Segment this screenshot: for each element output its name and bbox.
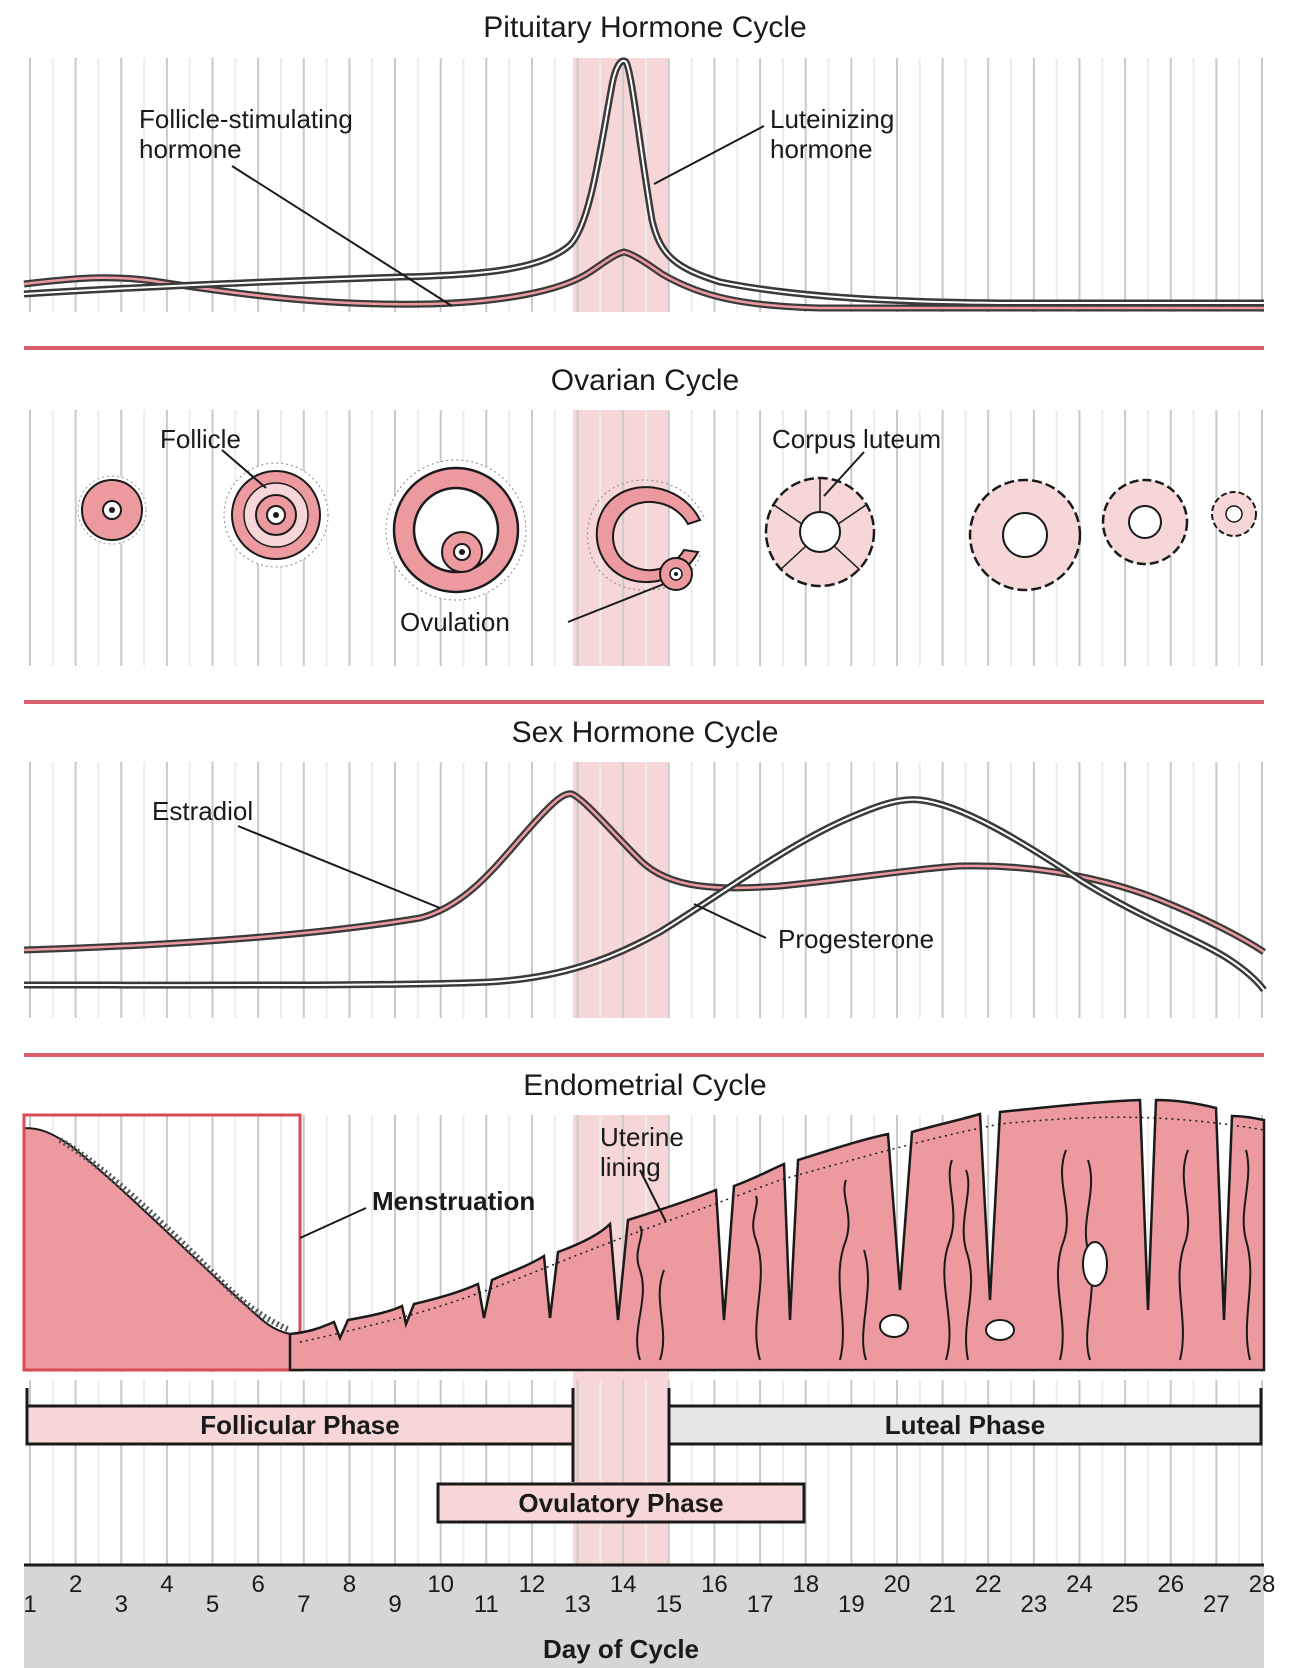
day-labels: 1234567891011121314151617181920212223242… bbox=[23, 1571, 1275, 1618]
corpus-leader-line bbox=[823, 451, 865, 497]
menstruation-box bbox=[22, 1113, 302, 1372]
primary-follicle bbox=[77, 475, 147, 545]
pituitary-title: Pituitary Hormone Cycle bbox=[483, 11, 806, 44]
day-label-28: 28 bbox=[1249, 1571, 1276, 1598]
corpus-label: Corpus luteum bbox=[772, 424, 941, 454]
growing-follicle bbox=[223, 462, 329, 568]
fsh-label-line1: Follicle-stimulating bbox=[139, 104, 353, 134]
uterine-lining-dots bbox=[299, 1116, 1265, 1343]
menstrual-debris bbox=[58, 1137, 292, 1333]
day-label-18: 18 bbox=[792, 1571, 819, 1598]
day-axis-label: Day of Cycle bbox=[543, 1634, 699, 1664]
estradiol-leader-line bbox=[237, 825, 441, 909]
ovarian-panel: Ovarian Cycle bbox=[77, 364, 1257, 637]
day-label-6: 6 bbox=[251, 1571, 264, 1598]
luteal-phase-bar bbox=[667, 1404, 1263, 1446]
endometrial-title: Endometrial Cycle bbox=[523, 1069, 766, 1102]
day-axis-bar bbox=[24, 1565, 1264, 1668]
day-label-9: 9 bbox=[388, 1591, 401, 1618]
day-label-19: 19 bbox=[838, 1591, 865, 1618]
day-label-8: 8 bbox=[343, 1571, 356, 1598]
sex-hormone-title: Sex Hormone Cycle bbox=[512, 716, 779, 749]
corpus-luteum-regressing-2 bbox=[1101, 478, 1189, 566]
pituitary-panel: Pituitary Hormone Cycle Follicle-stimula… bbox=[23, 11, 1264, 312]
day-label-24: 24 bbox=[1066, 1571, 1093, 1598]
lh-leader-line bbox=[653, 125, 765, 185]
day-label-11: 11 bbox=[474, 1591, 499, 1618]
progesterone-curve-inner bbox=[23, 798, 1265, 991]
lining-label-line1: Uterine bbox=[600, 1122, 684, 1152]
follicle-label: Follicle bbox=[160, 424, 241, 454]
day-label-22: 22 bbox=[975, 1571, 1002, 1598]
menstrual-shedding-tissue bbox=[23, 1126, 302, 1371]
phase-bars: Follicular Phase Luteal Phase Ovulatory … bbox=[25, 1388, 1263, 1524]
ovulatory-phase-bar bbox=[436, 1482, 806, 1524]
day-label-14: 14 bbox=[610, 1571, 637, 1598]
endometrial-vessels bbox=[879, 1241, 1108, 1341]
day-label-26: 26 bbox=[1157, 1571, 1184, 1598]
ovulatory-phase-label: Ovulatory Phase bbox=[518, 1488, 723, 1518]
ovulation-band-sex bbox=[573, 762, 669, 1018]
day-label-25: 25 bbox=[1112, 1591, 1139, 1618]
luteal-phase-label: Luteal Phase bbox=[885, 1410, 1045, 1440]
day-grid-lines bbox=[29, 58, 1263, 1565]
lh-label-line2: hormone bbox=[770, 134, 873, 164]
fsh-leader-line bbox=[231, 165, 453, 307]
menstruation-leader-line bbox=[299, 1207, 367, 1239]
endometrial-glands bbox=[636, 1149, 1252, 1361]
fsh-label-line2: hormone bbox=[139, 134, 242, 164]
day-axis: 1234567891011121314151617181920212223242… bbox=[23, 1563, 1275, 1668]
day-label-16: 16 bbox=[701, 1571, 728, 1598]
day-label-17: 17 bbox=[747, 1591, 774, 1618]
day-label-27: 27 bbox=[1203, 1591, 1230, 1618]
day-label-15: 15 bbox=[655, 1591, 682, 1618]
lh-label-line1: Luteinizing bbox=[770, 104, 894, 134]
menstruation-label: Menstruation bbox=[372, 1186, 535, 1216]
day-label-23: 23 bbox=[1021, 1591, 1048, 1618]
rupturing-follicle bbox=[587, 479, 706, 591]
day-label-21: 21 bbox=[929, 1591, 956, 1618]
day-label-20: 20 bbox=[884, 1571, 911, 1598]
day-label-10: 10 bbox=[427, 1571, 454, 1598]
progesterone-label: Progesterone bbox=[778, 924, 934, 954]
lh-curve-inner bbox=[23, 59, 1264, 304]
day-label-4: 4 bbox=[160, 1571, 173, 1598]
corpus-luteum-regressing-1 bbox=[968, 478, 1082, 592]
lining-label-line2: lining bbox=[600, 1152, 661, 1182]
follicle-leader-line bbox=[221, 449, 267, 489]
day-label-5: 5 bbox=[206, 1591, 219, 1618]
ovulation-band-ovarian bbox=[573, 410, 669, 666]
corpus-albicans bbox=[1211, 491, 1257, 537]
antral-follicle bbox=[385, 459, 527, 601]
estradiol-curve-inner bbox=[23, 792, 1265, 954]
ovarian-title: Ovarian Cycle bbox=[551, 364, 739, 397]
day-label-13: 13 bbox=[564, 1591, 591, 1618]
day-label-2: 2 bbox=[69, 1571, 82, 1598]
endometrial-panel: Endometrial Cycle Menstruation bbox=[22, 1069, 1266, 1372]
day-label-1: 1 bbox=[23, 1591, 36, 1618]
ovulation-leader-line bbox=[567, 583, 665, 623]
ovulation-label: Ovulation bbox=[400, 607, 510, 637]
progesterone-leader-line bbox=[693, 903, 767, 939]
sex-hormone-panel: Sex Hormone Cycle Estradiol Progesterone bbox=[23, 716, 1267, 993]
estradiol-label: Estradiol bbox=[152, 796, 253, 826]
lining-leader-line bbox=[639, 1169, 667, 1223]
follicular-phase-label: Follicular Phase bbox=[200, 1410, 399, 1440]
uterine-lining bbox=[288, 1098, 1266, 1372]
fsh-curve-inner bbox=[23, 250, 1264, 310]
day-label-3: 3 bbox=[115, 1591, 128, 1618]
corpus-luteum bbox=[764, 476, 876, 588]
day-label-7: 7 bbox=[297, 1591, 310, 1618]
day-label-12: 12 bbox=[519, 1571, 546, 1598]
